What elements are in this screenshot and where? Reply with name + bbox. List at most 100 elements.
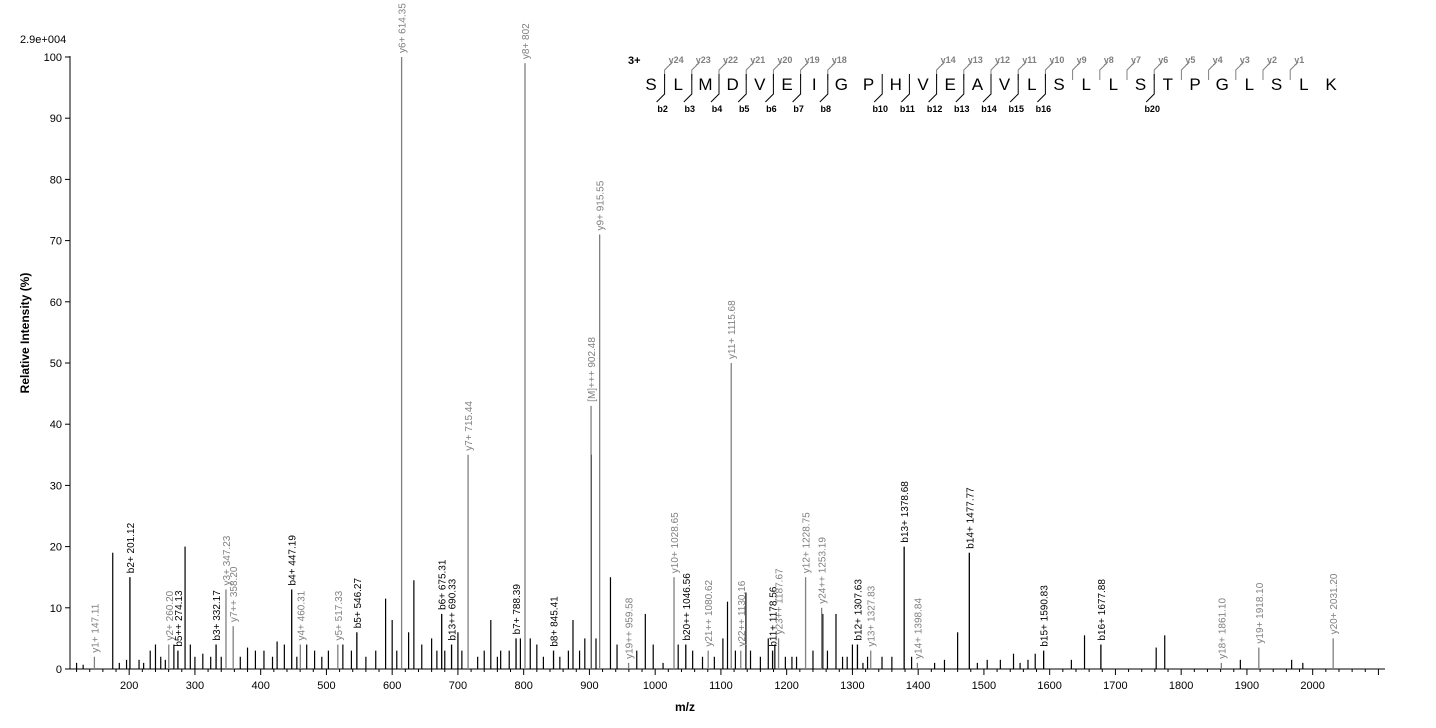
b-ion-bracket (1009, 74, 1019, 103)
sequence-residue: E (781, 75, 792, 94)
peak-label: y19+ 1918.10 (1255, 582, 1266, 643)
peak-label: y7+ 715.44 (464, 401, 475, 451)
y-ion-label: y23 (696, 55, 711, 65)
peak-label: b5++ 274.13 (174, 590, 185, 647)
x-tick-label: 1500 (972, 680, 996, 692)
peak-label: y9+ 915.55 (596, 180, 607, 230)
peak-label: b13+ 1378.68 (900, 481, 911, 543)
x-tick-label: 1600 (1037, 680, 1061, 692)
sequence-residue: L (1245, 75, 1254, 94)
peak-label: y22++ 1130.16 (737, 580, 748, 646)
b-ion-label: b5 (739, 104, 750, 114)
peak-label: y23++ 1187.67 (775, 568, 786, 634)
peak-label: y12+ 1228.75 (802, 512, 813, 573)
y-ion-label: y13 (968, 55, 983, 65)
b-ion-bracket (955, 74, 965, 103)
b-ion-label: b13 (954, 104, 970, 114)
y-ion-bracket (1208, 61, 1217, 80)
b-ion-label: b6 (766, 104, 777, 114)
x-tick-label: 500 (317, 680, 335, 692)
b-ion-label: b4 (712, 104, 723, 114)
y-ion-label: y12 (995, 55, 1010, 65)
y-ion-label: y19 (805, 55, 820, 65)
sequence-residue: L (673, 75, 682, 94)
max-intensity-label: 2.9e+004 (20, 34, 66, 46)
y-ticks: 0 10 20 30 40 50 60 70 80 90 100 (44, 52, 70, 676)
peak-label: y8+ 802 (521, 23, 532, 59)
sequence-residue: V (754, 75, 766, 94)
b-ion-bracket (683, 74, 693, 103)
b-ion-label: b16 (1036, 104, 1052, 114)
x-tick-label: 2000 (1300, 680, 1324, 692)
b-ion-bracket (928, 74, 938, 103)
y-ion-bracket (1099, 61, 1109, 80)
y-ion-label: y2 (1267, 55, 1277, 65)
y-ion-bracket (1072, 61, 1081, 80)
b-ion-label: b20 (1144, 104, 1160, 114)
y-tick-label: 100 (44, 52, 62, 64)
b-ion-label: b11 (900, 104, 915, 114)
peak-label: b6+ 675.31 (438, 559, 449, 610)
unannotated-peaks (75, 454, 1304, 669)
peak-label: b3+ 332.17 (212, 590, 223, 641)
x-tick-label: 200 (120, 680, 138, 692)
peak-label: b20++ 1046.56 (682, 573, 693, 641)
peak-label: y2+ 260.20 (165, 590, 176, 640)
peak-label: b2+ 201.12 (126, 522, 137, 573)
sequence-residue: L (1299, 75, 1308, 94)
y-tick-label: 30 (50, 480, 62, 492)
y-tick-label: 50 (50, 358, 62, 370)
y-ion-label: y22 (723, 55, 738, 65)
y-ion-label: y3 (1240, 55, 1250, 65)
peak-label: y13+ 1327.83 (867, 585, 878, 646)
sequence-residue: P (1189, 75, 1200, 94)
y-ion-label: y9 (1077, 55, 1087, 65)
x-tick-label: 800 (514, 680, 532, 692)
sequence-residue: I (812, 75, 817, 94)
b-ion-label: b14 (981, 104, 997, 114)
y-tick-label: 40 (50, 419, 62, 431)
peak-label: y21++ 1080.62 (704, 579, 715, 646)
b-ion-label: b7 (793, 104, 804, 114)
b-ion-bracket (873, 74, 883, 103)
y-tick-label: 70 (50, 236, 62, 248)
peak-label: b8+ 845.41 (550, 596, 561, 647)
y-ion-label: y5 (1185, 55, 1195, 65)
sequence-residue: L (1109, 75, 1118, 94)
peak-label: b7+ 788.39 (512, 584, 523, 635)
peak-label: y7++ 358.20 (229, 566, 240, 622)
sequence-residue: G (1216, 75, 1229, 94)
peak-label: y19++ 959.58 (625, 597, 636, 659)
x-ticks: 200 300 400 500 600 700 800 900 1000 1100 1200 1300… (76, 669, 1379, 692)
sequence-residue: S (1053, 75, 1064, 94)
sequence-residue: S (1271, 75, 1282, 94)
y-tick-label: 20 (50, 542, 62, 554)
y-ion-label: y6 (1158, 55, 1168, 65)
b-ion-bracket (1145, 74, 1155, 103)
peak-label: y5+ 517.33 (334, 590, 345, 640)
y-ion-label: y24 (669, 55, 684, 65)
b-ion-bracket (710, 74, 720, 103)
x-tick-label: 900 (580, 680, 598, 692)
peak-label: b12+ 1307.63 (853, 579, 864, 641)
x-tick-label: 1400 (906, 680, 930, 692)
y-tick-label: 80 (50, 174, 62, 186)
x-tick-label: 1700 (1103, 680, 1127, 692)
sequence-residue: K (1325, 75, 1337, 94)
y-ion-label: y10 (1049, 55, 1064, 65)
peak-label: b15+ 1590.83 (1040, 585, 1051, 647)
peak-label: y14+ 1398.84 (913, 598, 924, 659)
y-ion-bracket (1126, 61, 1136, 80)
b-ion-bracket (982, 74, 992, 103)
b-ion-label: b8 (821, 104, 832, 114)
y-tick-label: 10 (50, 603, 62, 615)
sequence-residue: M (698, 75, 712, 94)
b-ion-bracket (1037, 74, 1046, 103)
y-ion-label: y21 (750, 55, 765, 65)
b-ion-bracket (901, 74, 910, 103)
x-tick-label: 1200 (774, 680, 798, 692)
peak-label: y1+ 147.11 (90, 603, 101, 652)
